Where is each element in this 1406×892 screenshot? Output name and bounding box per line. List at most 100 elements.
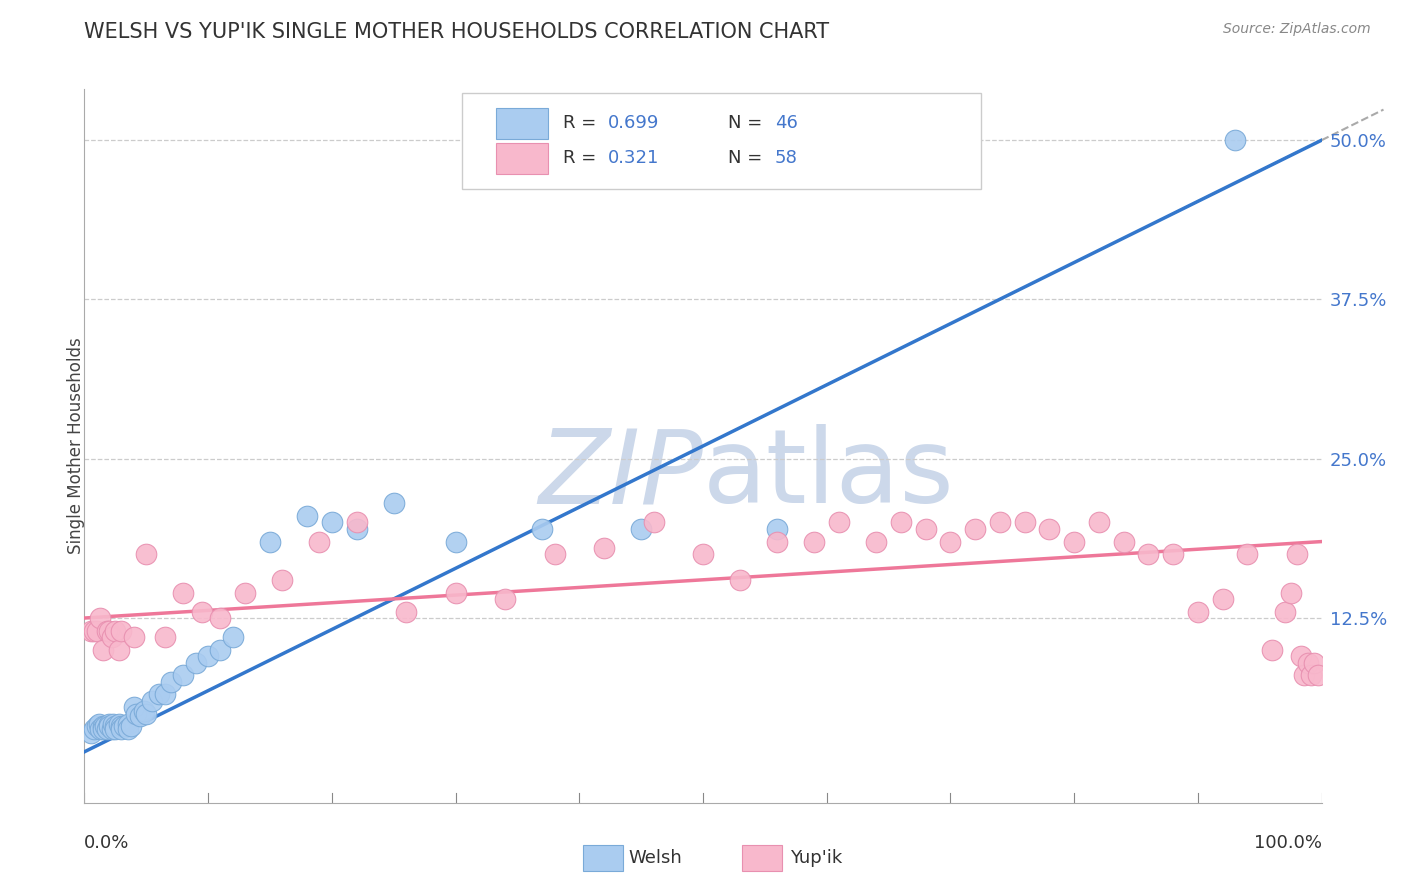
Point bbox=[890, 516, 912, 530]
Point bbox=[1161, 547, 1184, 561]
Point bbox=[593, 541, 616, 555]
Point bbox=[122, 700, 145, 714]
Point bbox=[98, 716, 121, 731]
Point bbox=[543, 547, 565, 561]
Point bbox=[117, 716, 139, 731]
Point bbox=[1306, 668, 1329, 682]
Point bbox=[1299, 668, 1322, 682]
Point bbox=[172, 585, 194, 599]
Point bbox=[110, 719, 132, 733]
Point bbox=[828, 516, 851, 530]
Point bbox=[295, 509, 318, 524]
Point bbox=[86, 719, 108, 733]
Point bbox=[83, 722, 105, 736]
Point bbox=[1289, 649, 1312, 664]
Point bbox=[141, 694, 163, 708]
Text: 100.0%: 100.0% bbox=[1254, 834, 1322, 852]
Text: Yup'ik: Yup'ik bbox=[790, 849, 842, 867]
Point bbox=[110, 722, 132, 736]
Point bbox=[197, 649, 219, 664]
Point bbox=[766, 522, 789, 536]
Y-axis label: Single Mother Households: Single Mother Households bbox=[67, 338, 84, 554]
Point bbox=[120, 719, 142, 733]
Text: Source: ZipAtlas.com: Source: ZipAtlas.com bbox=[1223, 22, 1371, 37]
Text: WELSH VS YUP'IK SINGLE MOTHER HOUSEHOLDS CORRELATION CHART: WELSH VS YUP'IK SINGLE MOTHER HOUSEHOLDS… bbox=[84, 22, 830, 42]
Point bbox=[89, 722, 111, 736]
Point bbox=[1112, 534, 1135, 549]
Point bbox=[308, 534, 330, 549]
Text: R =: R = bbox=[564, 150, 602, 168]
Point bbox=[494, 591, 516, 606]
Point bbox=[444, 534, 467, 549]
Point bbox=[1279, 585, 1302, 599]
Point bbox=[692, 547, 714, 561]
Text: 46: 46 bbox=[775, 114, 797, 132]
FancyBboxPatch shape bbox=[461, 93, 981, 189]
Text: ZIP: ZIP bbox=[538, 425, 703, 524]
Point bbox=[184, 656, 207, 670]
Point bbox=[1261, 643, 1284, 657]
Text: N =: N = bbox=[728, 114, 768, 132]
Point bbox=[1014, 516, 1036, 530]
Point bbox=[83, 624, 105, 638]
Point bbox=[1236, 547, 1258, 561]
Text: 0.321: 0.321 bbox=[607, 150, 659, 168]
FancyBboxPatch shape bbox=[496, 143, 548, 174]
Point bbox=[135, 547, 157, 561]
Point bbox=[96, 624, 118, 638]
Text: N =: N = bbox=[728, 150, 768, 168]
Point bbox=[89, 611, 111, 625]
Point bbox=[91, 719, 114, 733]
Point bbox=[110, 624, 132, 638]
Point bbox=[1296, 656, 1319, 670]
Point bbox=[98, 719, 121, 733]
Point bbox=[79, 624, 101, 638]
Point bbox=[531, 522, 554, 536]
Point bbox=[1187, 605, 1209, 619]
Text: Welsh: Welsh bbox=[628, 849, 682, 867]
Point bbox=[346, 516, 368, 530]
Point bbox=[209, 611, 232, 625]
Point bbox=[1285, 547, 1308, 561]
Point bbox=[104, 719, 127, 733]
Point bbox=[444, 585, 467, 599]
Point bbox=[125, 706, 148, 721]
Point bbox=[728, 573, 751, 587]
Point bbox=[79, 725, 101, 739]
Point bbox=[100, 630, 122, 644]
Point bbox=[1038, 522, 1060, 536]
Point bbox=[382, 496, 405, 510]
Point bbox=[160, 674, 183, 689]
Point bbox=[222, 630, 245, 644]
Point bbox=[148, 688, 170, 702]
Point bbox=[112, 719, 135, 733]
Point bbox=[865, 534, 887, 549]
Point bbox=[1137, 547, 1160, 561]
Point bbox=[1212, 591, 1234, 606]
Point bbox=[94, 719, 117, 733]
Text: R =: R = bbox=[564, 114, 602, 132]
Point bbox=[1274, 605, 1296, 619]
FancyBboxPatch shape bbox=[496, 108, 548, 139]
Point bbox=[172, 668, 194, 682]
Point bbox=[1303, 656, 1326, 670]
Point bbox=[271, 573, 294, 587]
Text: 0.699: 0.699 bbox=[607, 114, 659, 132]
Point bbox=[104, 624, 127, 638]
Point bbox=[89, 716, 111, 731]
Point bbox=[129, 709, 152, 723]
Point bbox=[259, 534, 281, 549]
Point bbox=[914, 522, 936, 536]
Point bbox=[233, 585, 256, 599]
Point bbox=[939, 534, 962, 549]
Point bbox=[101, 716, 124, 731]
Point bbox=[643, 516, 665, 530]
Point bbox=[91, 643, 114, 657]
Point bbox=[630, 522, 652, 536]
Point bbox=[1294, 668, 1316, 682]
Point bbox=[766, 534, 789, 549]
Point bbox=[988, 516, 1011, 530]
Point bbox=[86, 624, 108, 638]
Point bbox=[96, 722, 118, 736]
Point bbox=[153, 630, 176, 644]
